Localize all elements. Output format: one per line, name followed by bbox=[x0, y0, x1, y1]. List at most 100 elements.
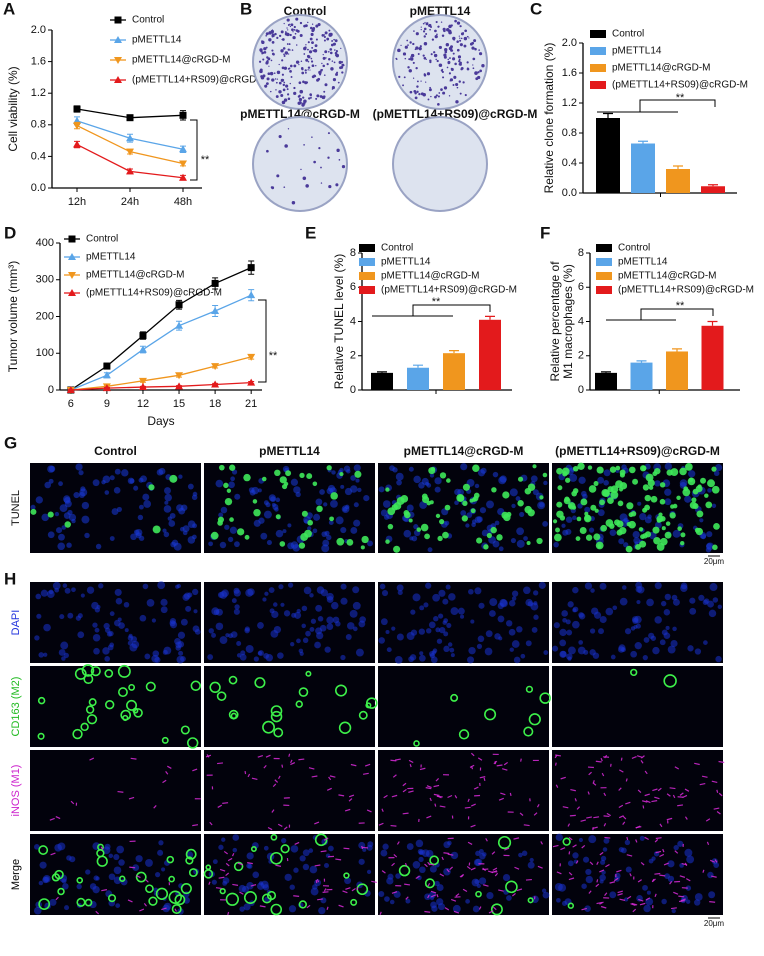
colony bbox=[417, 53, 420, 56]
legend-label: Control bbox=[612, 29, 644, 40]
stain bbox=[80, 722, 89, 732]
stain bbox=[424, 910, 431, 913]
stain bbox=[599, 615, 607, 624]
marker bbox=[103, 362, 111, 370]
stain bbox=[92, 479, 100, 487]
stain bbox=[144, 653, 151, 660]
stain bbox=[466, 512, 473, 519]
stain bbox=[261, 893, 272, 904]
stain bbox=[584, 506, 591, 513]
stain bbox=[344, 877, 352, 885]
row-label: DAPI bbox=[10, 610, 22, 636]
stain bbox=[470, 867, 476, 871]
colony bbox=[271, 41, 275, 44]
stain bbox=[577, 462, 585, 470]
stain bbox=[609, 466, 617, 473]
stain bbox=[635, 839, 638, 843]
stain bbox=[703, 640, 708, 645]
micrograph bbox=[30, 750, 201, 831]
stain bbox=[243, 473, 251, 482]
stain bbox=[320, 850, 327, 853]
stain bbox=[314, 821, 320, 825]
stain bbox=[185, 605, 192, 612]
stain bbox=[281, 764, 284, 768]
colony bbox=[283, 54, 286, 57]
colony bbox=[428, 88, 432, 92]
stain bbox=[47, 465, 55, 473]
stain bbox=[486, 500, 494, 509]
stain bbox=[568, 502, 576, 510]
stain bbox=[718, 792, 723, 797]
stain bbox=[59, 614, 65, 620]
stain bbox=[625, 801, 631, 805]
stain bbox=[146, 599, 155, 607]
stain bbox=[168, 875, 175, 883]
stain bbox=[217, 520, 223, 526]
column-label: pMETTL14 bbox=[259, 444, 320, 458]
stain bbox=[562, 806, 569, 809]
marker bbox=[139, 332, 147, 340]
stain bbox=[138, 504, 144, 510]
stain bbox=[281, 838, 287, 844]
colony bbox=[266, 149, 269, 153]
stain bbox=[380, 849, 388, 857]
colony bbox=[404, 45, 408, 49]
stain bbox=[107, 644, 114, 651]
colony bbox=[448, 95, 451, 97]
colony bbox=[412, 61, 415, 64]
stain bbox=[301, 605, 308, 612]
stain bbox=[630, 626, 636, 631]
colony bbox=[282, 88, 286, 92]
stain bbox=[630, 903, 636, 906]
stain bbox=[228, 481, 235, 489]
colony bbox=[295, 17, 299, 21]
stain bbox=[707, 479, 715, 488]
y-tick-label: 200 bbox=[36, 310, 54, 322]
stain bbox=[570, 788, 576, 792]
stain bbox=[455, 893, 460, 897]
stain bbox=[402, 782, 407, 787]
stain bbox=[224, 524, 230, 530]
stain bbox=[109, 536, 115, 541]
colony bbox=[447, 61, 451, 65]
stain bbox=[259, 905, 266, 908]
stain bbox=[491, 851, 496, 855]
stain bbox=[118, 687, 128, 698]
stain bbox=[340, 583, 347, 590]
stain bbox=[160, 867, 166, 872]
stain bbox=[293, 895, 300, 897]
stain bbox=[161, 736, 169, 744]
stain bbox=[434, 477, 442, 485]
stain bbox=[93, 647, 100, 655]
stain bbox=[357, 487, 362, 493]
stain bbox=[426, 628, 432, 634]
stain bbox=[397, 590, 403, 596]
stain bbox=[493, 760, 498, 765]
stain bbox=[709, 901, 716, 903]
colony bbox=[435, 20, 438, 24]
colony bbox=[460, 68, 463, 71]
colony bbox=[341, 71, 344, 74]
colony bbox=[265, 34, 268, 37]
stain bbox=[603, 792, 607, 797]
stain bbox=[685, 885, 692, 891]
stain bbox=[218, 876, 225, 879]
stain bbox=[148, 484, 155, 491]
stain bbox=[49, 817, 55, 821]
stain bbox=[345, 634, 352, 640]
colony bbox=[307, 48, 309, 51]
stain bbox=[298, 648, 304, 654]
annotation: ** bbox=[676, 92, 685, 104]
stain bbox=[461, 515, 468, 522]
stain bbox=[67, 612, 74, 619]
stain bbox=[699, 782, 706, 786]
colony bbox=[418, 46, 422, 51]
colony bbox=[315, 38, 318, 41]
stain bbox=[58, 481, 63, 487]
stain bbox=[527, 861, 535, 869]
colony bbox=[406, 39, 409, 42]
error-bar bbox=[485, 315, 495, 320]
stain bbox=[408, 466, 414, 472]
stain bbox=[299, 855, 306, 862]
stain bbox=[260, 880, 269, 889]
